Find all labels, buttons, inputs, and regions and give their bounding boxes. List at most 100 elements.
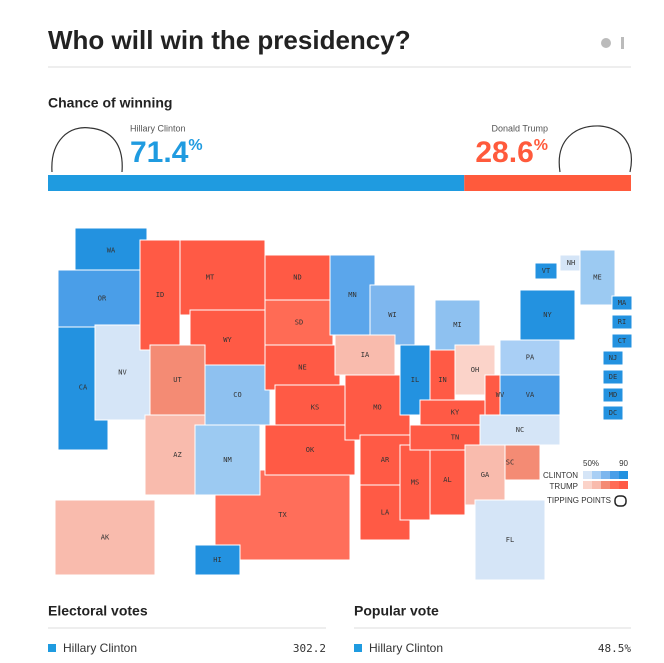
state-label: MT xyxy=(206,274,215,282)
state-label: AZ xyxy=(173,451,181,459)
legend-cell xyxy=(583,481,592,489)
state xyxy=(611,333,633,349)
map-legend: 50% 90 CLINTON TRUMP TIPPING POINTS xyxy=(543,459,629,507)
state-label: WV xyxy=(496,391,505,399)
state-label: IL xyxy=(411,376,419,384)
state-label: AR xyxy=(381,456,390,464)
state-label: IA xyxy=(361,351,370,359)
state-label: WY xyxy=(223,336,232,344)
state-label: FL xyxy=(506,536,514,544)
legend-cell xyxy=(601,481,610,489)
state-label: RI xyxy=(618,318,626,326)
chance-heading: Chance of winning xyxy=(48,95,172,111)
legend-cell xyxy=(601,471,610,479)
state-label: KS xyxy=(311,404,319,412)
state-label: PA xyxy=(526,354,535,362)
state-label: HI xyxy=(213,556,221,564)
legend-cell xyxy=(592,471,601,479)
chance-segment xyxy=(48,175,465,191)
state-label: NE xyxy=(298,364,306,372)
legend-low: 50% xyxy=(583,459,599,468)
chance-unit: % xyxy=(534,137,548,154)
electoral-name: Hillary Clinton xyxy=(63,641,137,655)
chance-value: 28.6% xyxy=(475,136,548,169)
state-label: OR xyxy=(98,295,107,303)
state xyxy=(611,295,633,311)
state xyxy=(474,499,546,581)
state-label: TN xyxy=(451,434,459,442)
chance-bar xyxy=(48,175,631,191)
legend-swatch xyxy=(354,644,362,652)
legend-swatch xyxy=(48,644,56,652)
state xyxy=(602,387,624,403)
chance-number: 28.6 xyxy=(475,136,533,169)
state xyxy=(464,444,506,506)
state xyxy=(579,249,616,306)
legend-cell xyxy=(610,481,619,489)
state-label: TX xyxy=(278,511,287,519)
state xyxy=(434,299,481,351)
state-label: VA xyxy=(526,391,535,399)
legend-cell xyxy=(619,481,628,489)
state-label: ME xyxy=(593,274,601,282)
trump-portrait xyxy=(558,125,632,173)
state xyxy=(194,544,241,576)
state-label: ND xyxy=(293,274,301,282)
state xyxy=(611,314,633,330)
state-label: WA xyxy=(107,247,116,255)
state-label: KY xyxy=(451,409,460,417)
tipping-icon xyxy=(614,495,627,507)
state-label: NM xyxy=(223,456,231,464)
page-title: Who will win the presidency? xyxy=(48,25,411,55)
state xyxy=(479,414,561,446)
facebook-icon[interactable] xyxy=(621,37,624,49)
state-label: DC xyxy=(609,409,617,417)
state-label: NH xyxy=(567,259,575,267)
trump-name: Donald Trump xyxy=(491,123,548,133)
state-label: CO xyxy=(233,391,241,399)
state-label: NJ xyxy=(609,354,617,362)
state-label: MS xyxy=(411,479,419,487)
legend-cell xyxy=(610,471,619,479)
legend-high: 90 xyxy=(619,459,628,468)
clinton-chance: 71.4% xyxy=(130,136,203,169)
state-label: NC xyxy=(516,426,524,434)
state-label: LA xyxy=(381,509,390,517)
state xyxy=(264,344,341,391)
state xyxy=(519,289,576,341)
legend-cell xyxy=(592,481,601,489)
state-label: VT xyxy=(542,267,551,275)
state-label: UT xyxy=(173,376,182,384)
state xyxy=(194,424,261,496)
state-label: MA xyxy=(618,299,627,307)
state xyxy=(264,254,331,301)
state xyxy=(329,254,376,336)
state xyxy=(602,405,624,421)
twitter-icon[interactable] xyxy=(601,38,611,48)
state-label: SD xyxy=(295,319,303,327)
legend-clinton: CLINTON xyxy=(543,471,578,480)
state-label: ID xyxy=(156,291,164,299)
chance-value: 71.4% xyxy=(130,136,203,169)
state xyxy=(534,262,558,280)
state-label: GA xyxy=(481,471,490,479)
state-label: AL xyxy=(443,476,451,484)
state-label: WI xyxy=(388,311,396,319)
popular-name: Hillary Clinton xyxy=(369,641,443,655)
state-label: MI xyxy=(453,321,461,329)
legend-trump: TRUMP xyxy=(550,482,578,491)
state-label: MO xyxy=(373,404,381,412)
state xyxy=(264,424,356,476)
state-label: MN xyxy=(348,291,356,299)
legend-tipping: TIPPING POINTS xyxy=(547,496,611,505)
state-label: NV xyxy=(118,369,127,377)
electoral-value: 302.2 xyxy=(293,642,326,655)
state-label: MD xyxy=(609,391,617,399)
legend-cell xyxy=(619,471,628,479)
state-label: OH xyxy=(471,366,479,374)
state-label: OK xyxy=(306,446,315,454)
state-label: SC xyxy=(506,459,514,467)
state xyxy=(139,239,181,351)
state xyxy=(419,399,491,426)
